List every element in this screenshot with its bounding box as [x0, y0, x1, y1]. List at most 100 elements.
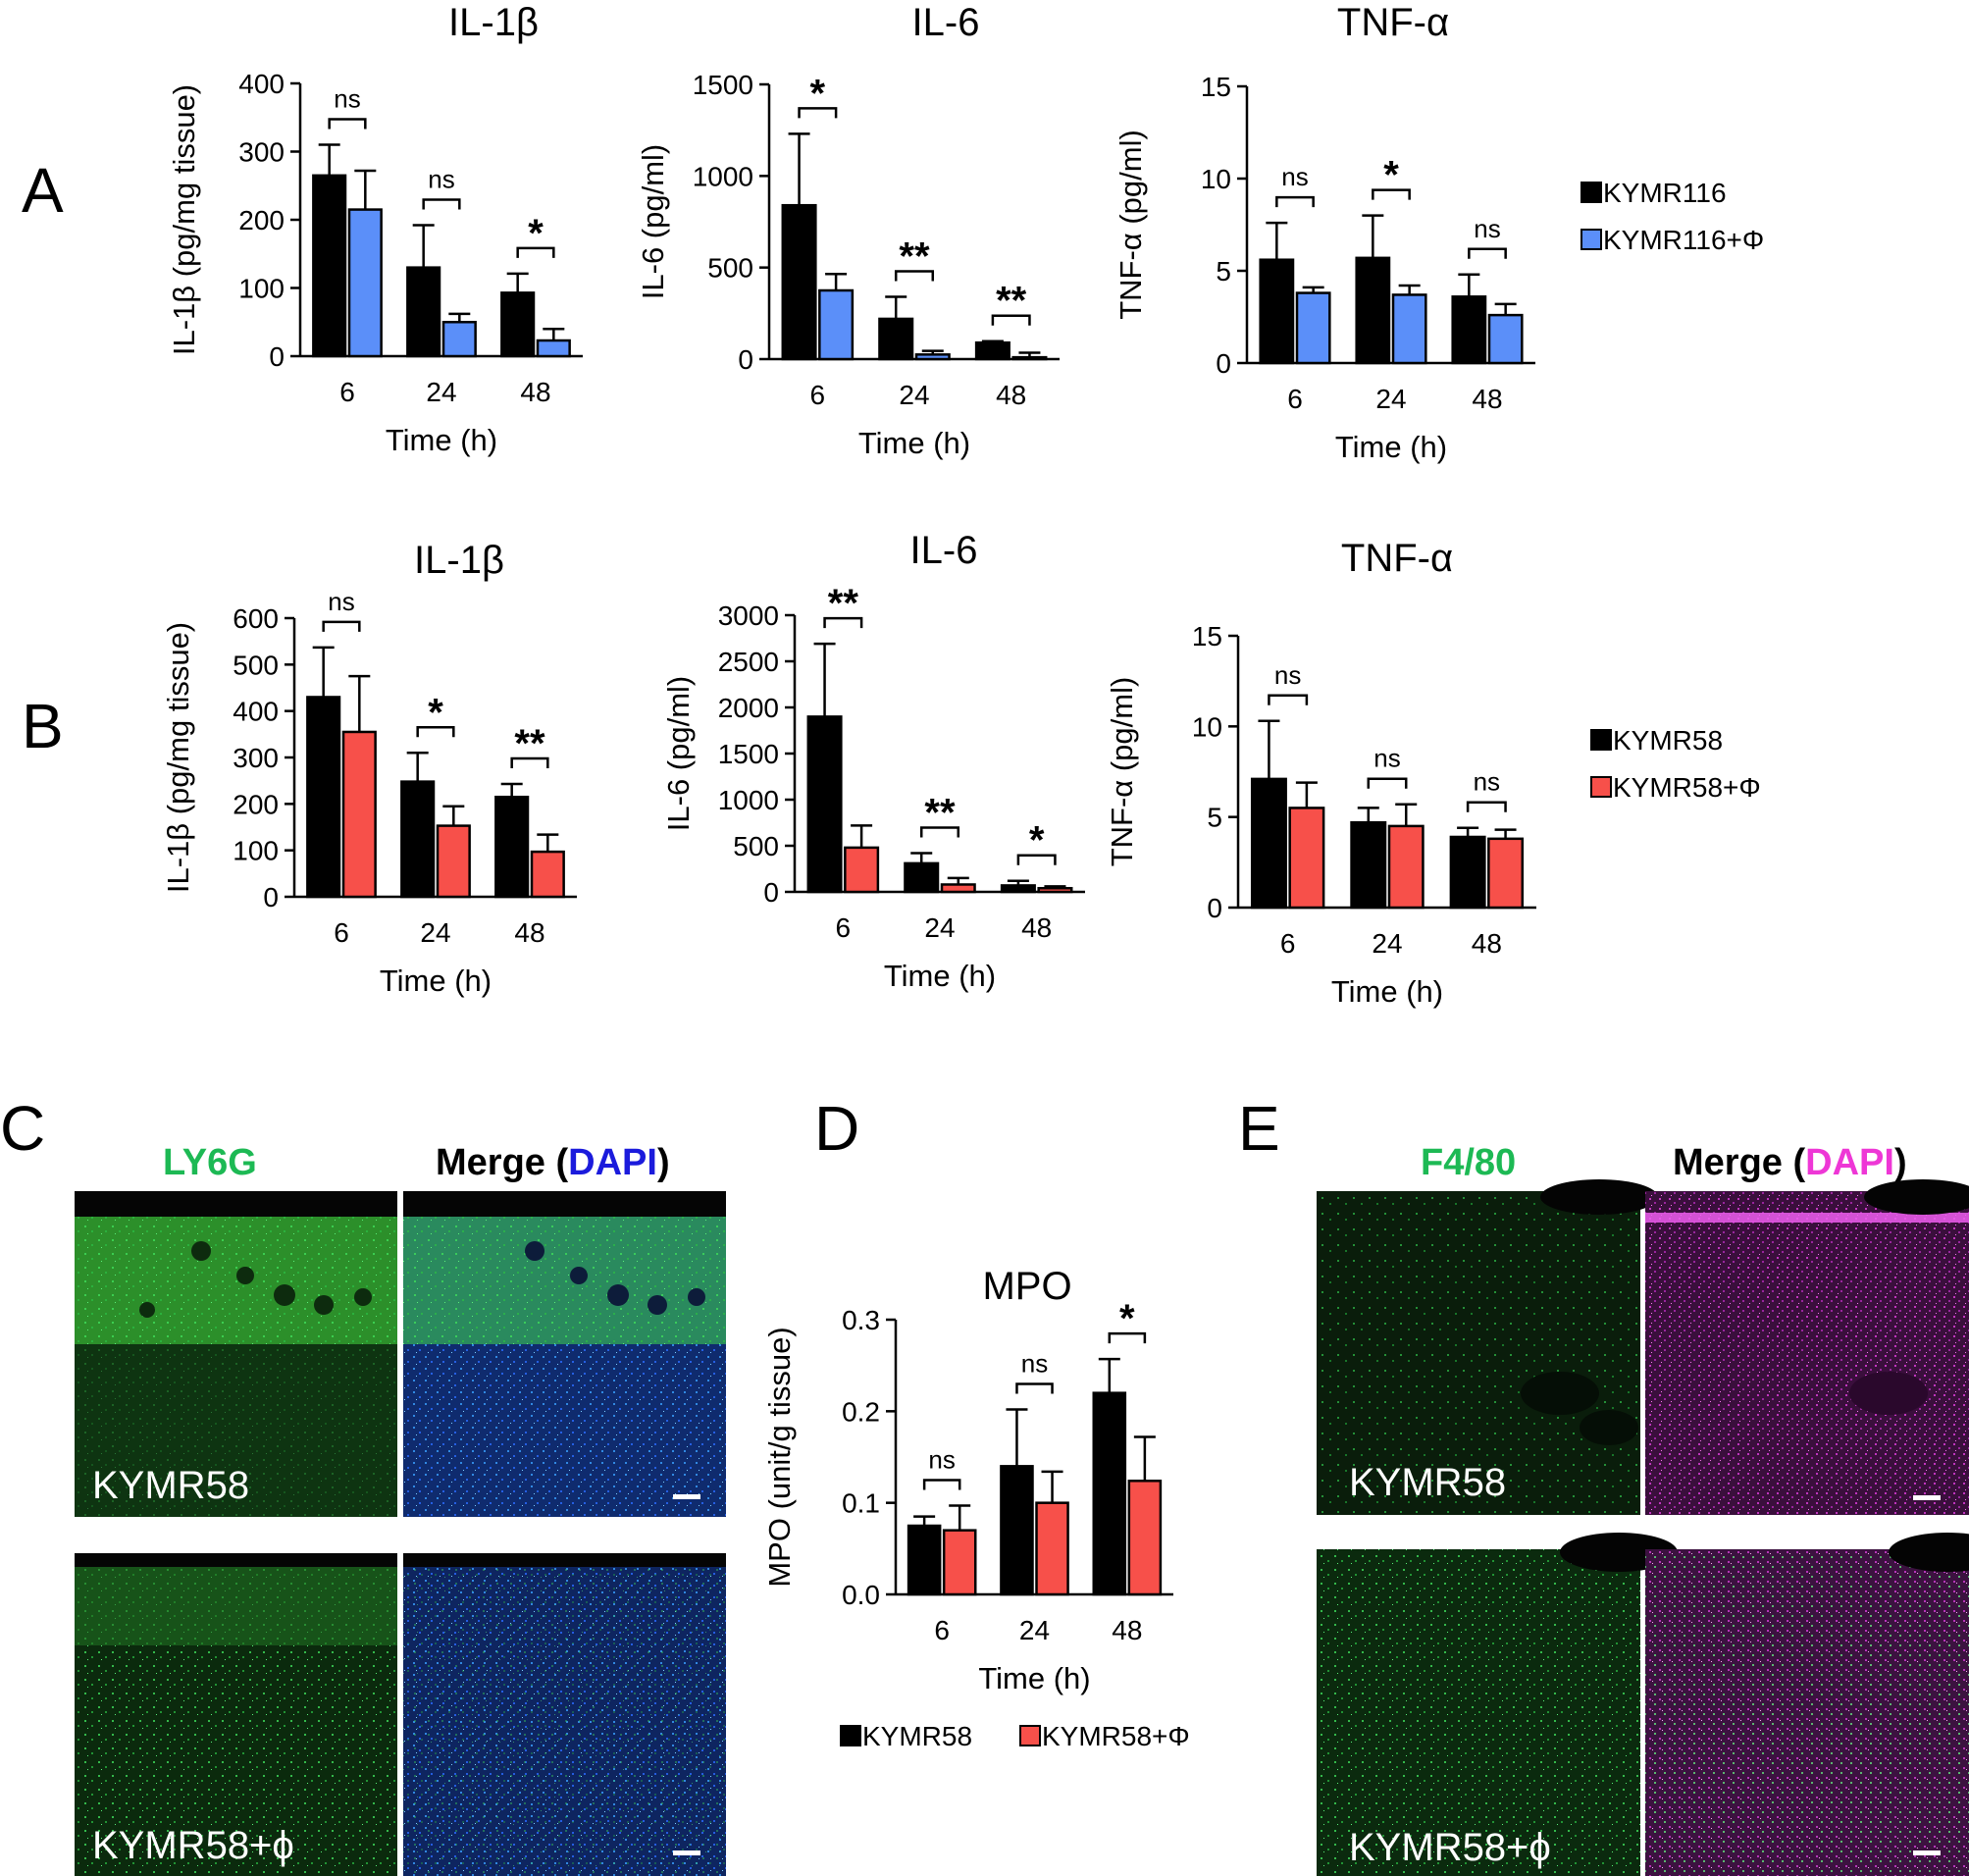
significance-bracket — [1466, 801, 1507, 812]
bar — [400, 780, 436, 899]
y-tick-label: 1500 — [718, 739, 779, 769]
legend-a-label-1: KYMR116+Φ — [1603, 225, 1764, 255]
bar — [1288, 807, 1325, 910]
y-tick-label: 1500 — [693, 70, 753, 100]
micrograph-c-label-top: KYMR58 — [92, 1464, 249, 1507]
panel-c-micrographs: LY6G Merge (DAPI) KYMR58 — [75, 1142, 726, 1876]
bar — [1000, 884, 1036, 894]
chart-title: MPO — [982, 1265, 1071, 1308]
bar — [1037, 886, 1073, 894]
y-tick-label: 1000 — [718, 785, 779, 815]
micrograph-f480-kymr58-phage: KYMR58+ϕ — [1317, 1533, 1678, 1876]
significance-bracket — [922, 1479, 961, 1490]
legend-a-label-0: KYMR116 — [1603, 178, 1727, 208]
x-tick-label: 48 — [1472, 384, 1502, 414]
bar — [406, 266, 441, 358]
x-tick-label: 24 — [924, 912, 955, 943]
significance-bracket — [422, 198, 461, 210]
chart-title: IL-1β — [414, 539, 504, 582]
significance-label: ns — [1474, 767, 1500, 797]
x-tick-label: 48 — [1021, 912, 1052, 943]
chart-a-tnfa: TNF-α 0 5 10 15 TNF-α (pg/ml) Time (h) 6 ns 24 * 48… — [1114, 1, 1535, 464]
legend-d-label-0: KYMR58 — [862, 1721, 972, 1751]
micrograph-f480-kymr58: KYMR58 — [1317, 1179, 1658, 1515]
bar — [942, 1529, 977, 1596]
y-tick-label: 500 — [733, 831, 779, 861]
panel-c-merge-prefix: Merge ( — [436, 1142, 568, 1183]
x-tick-label: 6 — [1287, 384, 1303, 414]
y-axis-label: IL-6 (pg/ml) — [636, 144, 670, 299]
y-tick-label: 10 — [1201, 164, 1231, 194]
y-tick-label: 5 — [1207, 803, 1222, 833]
bar — [530, 850, 565, 899]
bar — [844, 846, 880, 894]
y-tick-label: 300 — [238, 137, 285, 168]
bar — [974, 340, 1010, 361]
bar — [818, 288, 855, 361]
bar — [347, 208, 383, 358]
significance-bracket — [1468, 247, 1507, 259]
bar — [1127, 1480, 1163, 1596]
significance-bracket — [991, 314, 1031, 326]
panel-e-merge-prefix: Merge ( — [1673, 1142, 1805, 1183]
chart-b-tnfa: TNF-α 0 5 10 15 TNF-α (pg/ml) Time (h) 6 ns 24 ns 4… — [1105, 537, 1536, 1009]
x-tick-label: 48 — [996, 380, 1026, 410]
significance-label: ns — [1021, 1348, 1048, 1378]
significance-bracket — [1367, 777, 1408, 789]
panel-e-merge-title: Merge (DAPI) — [1673, 1142, 1907, 1183]
x-tick-label: 48 — [1112, 1615, 1142, 1645]
y-tick-label: 2500 — [718, 647, 779, 677]
y-tick-label: 0.1 — [842, 1488, 880, 1519]
y-tick-label: 0 — [1207, 893, 1222, 923]
bar — [1350, 820, 1387, 910]
panel-label-b: B — [22, 691, 64, 761]
x-axis-label: Time (h) — [380, 964, 492, 998]
significance-bracket — [328, 118, 367, 130]
x-axis-label: Time (h) — [1335, 430, 1447, 464]
micrograph-merge-kymr58 — [403, 1191, 726, 1517]
x-tick-label: 24 — [899, 380, 929, 410]
significance-bracket — [1268, 694, 1309, 705]
x-tick-label: 24 — [1019, 1615, 1050, 1645]
x-tick-label: 24 — [426, 377, 456, 407]
bar — [1391, 293, 1427, 365]
y-tick-label: 1000 — [693, 161, 753, 191]
x-tick-label: 6 — [334, 917, 349, 948]
x-tick-label: 6 — [934, 1615, 950, 1645]
y-tick-label: 0 — [763, 877, 779, 908]
panel-e-marker-title: F4/80 — [1421, 1142, 1516, 1183]
panel-e-micrographs: F4/80 Merge (DAPI) KYMR58 KYMR58+ϕ — [1317, 1142, 1969, 1876]
legend-d-swatch-0 — [840, 1725, 861, 1746]
bar — [312, 174, 347, 358]
y-tick-label: 100 — [238, 274, 285, 304]
bar — [907, 1524, 942, 1596]
significance-label: ** — [514, 722, 545, 765]
chart-a-il6: IL-6 0 500 1000 1500 IL-6 (pg/ml) Time (h) 6 * 24… — [636, 1, 1060, 460]
y-tick-label: 10 — [1192, 711, 1222, 742]
bar — [1092, 1391, 1127, 1596]
panel-label-a: A — [22, 155, 64, 226]
y-axis-label: TNF-α (pg/ml) — [1105, 677, 1139, 867]
y-tick-label: 200 — [233, 789, 279, 819]
x-tick-label: 24 — [1375, 384, 1406, 414]
chart-a-il1b: IL-1β 0 100 200 300 400 IL-1β (pg/mg tissue) Ti… — [167, 1, 583, 457]
y-tick-label: 0.3 — [842, 1305, 880, 1335]
chart-b-il1b: IL-1β 0 100 200 300 400 500 600 IL-1β (pg/mg tis… — [161, 539, 577, 998]
bar — [1035, 1501, 1069, 1596]
significance-label: ns — [428, 165, 454, 194]
micrograph-ly6g-kymr58: KYMR58 — [75, 1191, 397, 1517]
panel-label-d: D — [814, 1093, 859, 1164]
y-tick-label: 2000 — [718, 693, 779, 723]
significance-bracket — [894, 270, 935, 282]
significance-label: ns — [928, 1444, 955, 1474]
bar — [1487, 837, 1525, 910]
y-tick-label: 500 — [233, 650, 279, 680]
legend-a-swatch-0 — [1580, 182, 1602, 203]
x-tick-label: 48 — [520, 377, 550, 407]
significance-bracket — [516, 246, 555, 258]
significance-label: ns — [1373, 744, 1400, 773]
y-tick-label: 0.0 — [842, 1580, 880, 1610]
bar — [1487, 313, 1524, 365]
bar — [904, 861, 940, 894]
panel-e-merge-suffix: ) — [1894, 1142, 1907, 1183]
